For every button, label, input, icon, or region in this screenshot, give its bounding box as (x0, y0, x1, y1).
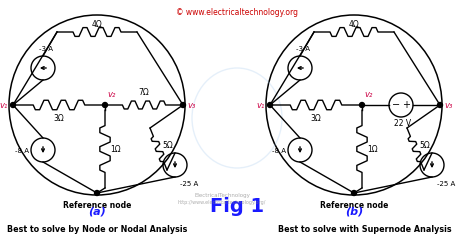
Text: −: − (392, 100, 400, 110)
Text: 4Ω: 4Ω (348, 20, 359, 29)
Circle shape (438, 102, 443, 108)
Circle shape (102, 102, 108, 108)
Text: -25 A: -25 A (437, 181, 455, 187)
Text: Best to solve with Supernode Analysis: Best to solve with Supernode Analysis (278, 225, 452, 234)
Circle shape (267, 102, 273, 108)
Text: v₁: v₁ (0, 100, 8, 109)
Text: Reference node: Reference node (320, 201, 388, 210)
Text: -3 A: -3 A (296, 46, 310, 52)
Text: -3 A: -3 A (39, 46, 53, 52)
Text: 5Ω: 5Ω (419, 141, 430, 150)
Text: 22 V: 22 V (394, 119, 411, 128)
Circle shape (359, 102, 365, 108)
Text: -8 A: -8 A (272, 148, 286, 154)
Text: Best to solve by Node or Nodal Analysis: Best to solve by Node or Nodal Analysis (7, 225, 187, 234)
Text: v₂: v₂ (107, 90, 115, 99)
Text: 5Ω: 5Ω (162, 141, 173, 150)
Text: v₂: v₂ (364, 90, 373, 99)
Text: 3Ω: 3Ω (54, 114, 64, 123)
Text: Reference node: Reference node (63, 201, 131, 210)
Circle shape (352, 191, 356, 196)
Text: 3Ω: 3Ω (310, 114, 321, 123)
Text: -8 A: -8 A (15, 148, 29, 154)
Circle shape (181, 102, 185, 108)
Text: v₃: v₃ (444, 100, 452, 109)
Text: -25 A: -25 A (180, 181, 198, 187)
Circle shape (94, 191, 100, 196)
Text: v₃: v₃ (187, 100, 195, 109)
Text: ElectricalTechnology: ElectricalTechnology (194, 193, 250, 198)
Text: (b): (b) (345, 207, 363, 217)
Text: © www.electricaltechnology.org: © www.electricaltechnology.org (176, 8, 298, 17)
Text: 1Ω: 1Ω (367, 145, 378, 154)
Text: 7Ω: 7Ω (138, 88, 149, 97)
Text: (a): (a) (88, 207, 106, 217)
Text: http://www.electricaltechnology.org/: http://www.electricaltechnology.org/ (178, 200, 266, 205)
Text: 1Ω: 1Ω (110, 145, 120, 154)
Text: +: + (402, 100, 410, 110)
Text: 4Ω: 4Ω (91, 20, 102, 29)
Text: Fig 1: Fig 1 (210, 197, 264, 216)
Text: v₁: v₁ (256, 100, 265, 109)
Circle shape (10, 102, 16, 108)
